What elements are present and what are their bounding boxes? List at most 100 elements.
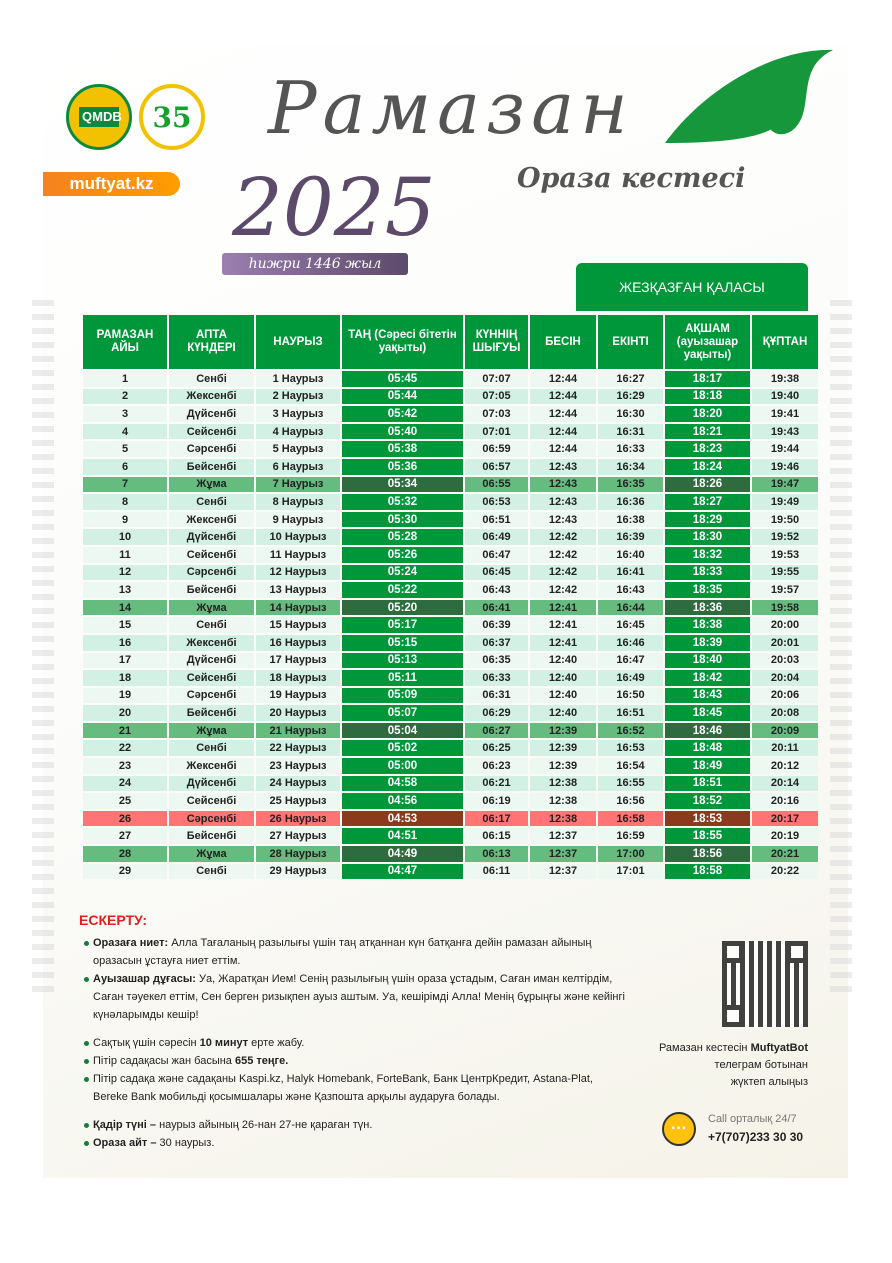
date-cell: 5 Наурыз: [256, 441, 340, 457]
aqsham-time-cell: 18:58: [665, 863, 750, 880]
subtitle: Ораза кестесі: [517, 163, 746, 194]
aqsham-time-cell: 18:33: [665, 564, 750, 581]
sunrise-time-cell: 06:47: [465, 546, 528, 563]
year: 2025: [232, 161, 436, 254]
call-label: Call орталық 24/7: [708, 1113, 797, 1125]
call-phone[interactable]: +7(707)233 30 30: [708, 1130, 804, 1144]
col-ramadan-day: РАМАЗАН АЙЫ: [83, 315, 167, 369]
note-item: Пітір садақасы жан басына 655 теңге.: [79, 1052, 629, 1070]
ekinti-time-cell: 16:56: [598, 793, 663, 809]
besin-time-cell: 12:43: [530, 494, 596, 510]
table-row: 9 Жексенбі 9 Наурыз 05:30 06:51 12:43 16:38 18:…: [83, 511, 818, 528]
ramadan-day-cell: 23: [83, 758, 167, 774]
note-item: Оразаға ниет: Алла Тағаланың разылығы үш…: [79, 934, 629, 970]
weekday-cell: Сенбі: [169, 617, 254, 633]
ramadan-day-cell: 20: [83, 705, 167, 721]
besin-time-cell: 12:41: [530, 599, 596, 616]
ramadan-day-cell: 16: [83, 634, 167, 651]
aqsham-time-cell: 18:32: [665, 546, 750, 563]
aqsham-time-cell: 18:23: [665, 441, 750, 457]
besin-time-cell: 12:38: [530, 775, 596, 792]
date-cell: 16 Наурыз: [256, 634, 340, 651]
besin-time-cell: 12:44: [530, 388, 596, 405]
tan-time-cell: 05:09: [342, 687, 463, 704]
quptan-time-cell: 19:58: [752, 599, 818, 616]
table-row: 19 Сәрсенбі 19 Наурыз 05:09 06:31 12:40 16:50 1…: [83, 687, 818, 704]
date-cell: 8 Наурыз: [256, 494, 340, 510]
tan-time-cell: 05:11: [342, 670, 463, 686]
ekinti-time-cell: 16:45: [598, 617, 663, 633]
ekinti-time-cell: 16:50: [598, 687, 663, 704]
date-cell: 27 Наурыз: [256, 828, 340, 845]
ramadan-day-cell: 10: [83, 529, 167, 545]
ramadan-day-cell: 5: [83, 441, 167, 457]
aqsham-time-cell: 18:18: [665, 388, 750, 405]
date-cell: 1 Наурыз: [256, 371, 340, 387]
table-row: 12 Сәрсенбі 12 Наурыз 05:24 06:45 12:42 16:41 1…: [83, 564, 818, 581]
quptan-time-cell: 19:43: [752, 423, 818, 440]
tan-time-cell: 05:28: [342, 529, 463, 545]
sunrise-time-cell: 07:01: [465, 423, 528, 440]
sunrise-time-cell: 06:25: [465, 740, 528, 757]
note-text: 30 наурыз.: [156, 1137, 215, 1149]
weekday-cell: Бейсенбі: [169, 458, 254, 475]
weekday-cell: Сейсенбі: [169, 670, 254, 686]
date-cell: 22 Наурыз: [256, 740, 340, 757]
quptan-time-cell: 19:49: [752, 494, 818, 510]
col-sunrise: КҮННІҢ ШЫҒУЫ: [465, 315, 528, 369]
tan-time-cell: 05:24: [342, 564, 463, 581]
quptan-time-cell: 20:08: [752, 705, 818, 721]
besin-time-cell: 12:42: [530, 529, 596, 545]
weekday-cell: Дүйсенбі: [169, 406, 254, 422]
quptan-time-cell: 20:09: [752, 722, 818, 739]
telegram-qr-code[interactable]: [722, 941, 808, 1027]
headset-chat-icon: ···: [662, 1112, 696, 1146]
sunrise-time-cell: 06:51: [465, 511, 528, 528]
tan-time-cell: 04:49: [342, 846, 463, 862]
weekday-cell: Бейсенбі: [169, 705, 254, 721]
weekday-cell: Сенбі: [169, 740, 254, 757]
tan-time-cell: 05:17: [342, 617, 463, 633]
note-text: Уа, Жаратқан Ием! Сенің разылығың үшін о…: [93, 973, 625, 1021]
ramadan-day-cell: 8: [83, 494, 167, 510]
aqsham-time-cell: 18:46: [665, 722, 750, 739]
ramadan-day-cell: 29: [83, 863, 167, 880]
weekday-cell: Дүйсенбі: [169, 529, 254, 545]
date-cell: 4 Наурыз: [256, 423, 340, 440]
date-cell: 6 Наурыз: [256, 458, 340, 475]
date-cell: 3 Наурыз: [256, 406, 340, 422]
date-cell: 23 Наурыз: [256, 758, 340, 774]
note-bold: 655 теңге.: [234, 1055, 289, 1067]
tan-time-cell: 05:38: [342, 441, 463, 457]
ekinti-time-cell: 16:36: [598, 494, 663, 510]
aqsham-time-cell: 18:30: [665, 529, 750, 545]
date-cell: 21 Наурыз: [256, 722, 340, 739]
aqsham-time-cell: 18:48: [665, 740, 750, 757]
weekday-cell: Жексенбі: [169, 388, 254, 405]
quptan-time-cell: 20:17: [752, 810, 818, 827]
aqsham-time-cell: 18:20: [665, 406, 750, 422]
besin-time-cell: 12:41: [530, 617, 596, 633]
sunrise-time-cell: 07:03: [465, 406, 528, 422]
ramadan-day-cell: 2: [83, 388, 167, 405]
col-quptan: ҚҰПТАН: [752, 315, 818, 369]
aqsham-time-cell: 18:21: [665, 423, 750, 440]
ramadan-day-cell: 4: [83, 423, 167, 440]
qr-finder: [786, 941, 808, 963]
sunrise-time-cell: 06:33: [465, 670, 528, 686]
tan-time-cell: 04:53: [342, 810, 463, 827]
table-row: 2 Жексенбі 2 Наурыз 05:44 07:05 12:44 16:29 18:…: [83, 388, 818, 405]
schedule-table: РАМАЗАН АЙЫ АПТА КҮНДЕРІ НАУРЫЗ ТАҢ (Сәр…: [81, 313, 820, 881]
qr-finder: [722, 941, 744, 963]
date-cell: 28 Наурыз: [256, 846, 340, 862]
quptan-time-cell: 19:46: [752, 458, 818, 475]
site-link[interactable]: muftyat.kz: [43, 172, 180, 196]
notes-list: Қадір түні – наурыз айының 26-нан 27-не …: [79, 1116, 629, 1152]
ramadan-day-cell: 28: [83, 846, 167, 862]
table-row: 10 Дүйсенбі 10 Наурыз 05:28 06:49 12:42 16:39 1…: [83, 529, 818, 545]
quptan-time-cell: 20:16: [752, 793, 818, 809]
besin-time-cell: 12:39: [530, 758, 596, 774]
tan-time-cell: 05:44: [342, 388, 463, 405]
besin-time-cell: 12:37: [530, 846, 596, 862]
note-text: Сақтық үшін сәресін: [93, 1037, 200, 1049]
